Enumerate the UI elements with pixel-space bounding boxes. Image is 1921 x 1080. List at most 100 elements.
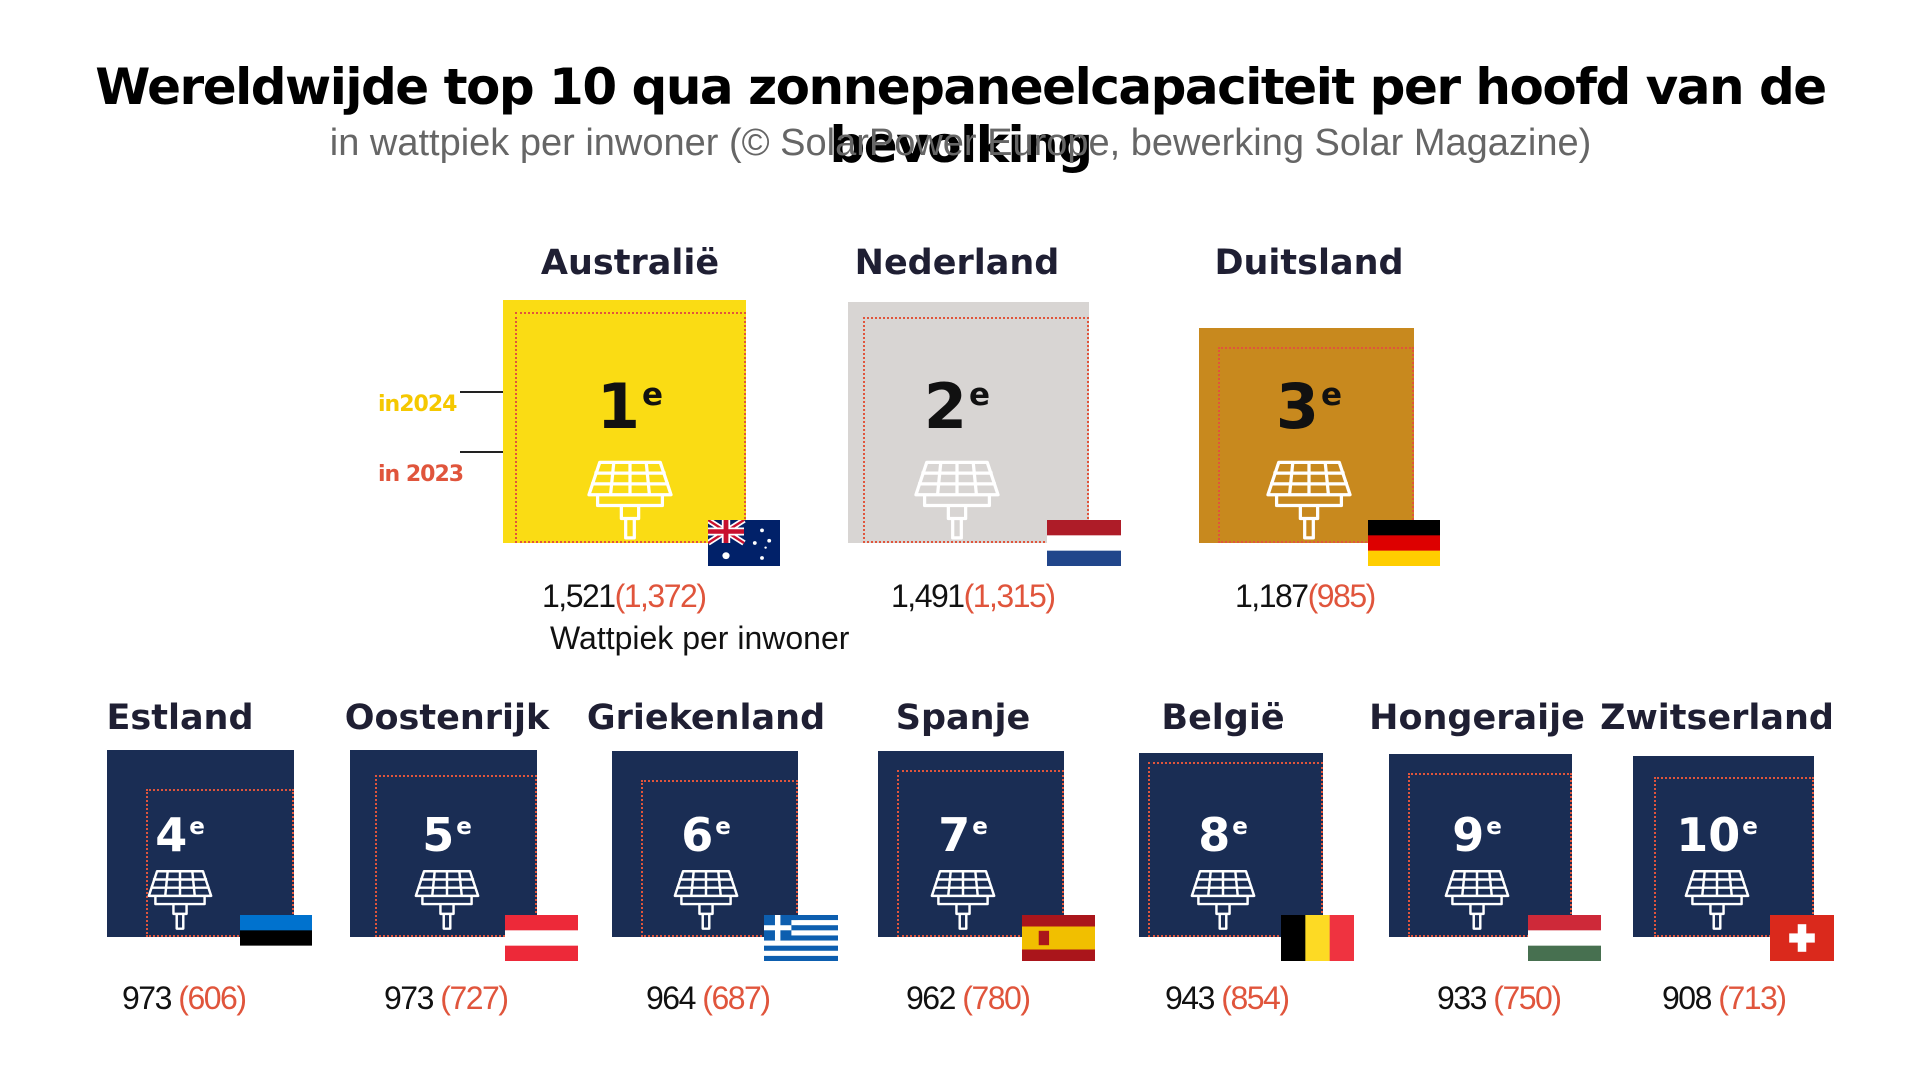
value-2023: (727)	[432, 980, 509, 1016]
greece-flag	[764, 915, 838, 961]
country-name-nederland: Nederland	[854, 243, 1060, 283]
capacity-2023-square	[863, 317, 1089, 543]
solar-panel-icon	[673, 870, 739, 930]
rank-number: 5	[422, 808, 455, 862]
legend-2023-leader	[460, 451, 530, 453]
rank-label: 4e	[155, 808, 205, 862]
value-2024: 908	[1662, 980, 1712, 1016]
country-name-spanje: Spanje	[895, 698, 1031, 738]
legend-2023: in 2023	[378, 462, 464, 487]
value-label: 964 (687)	[646, 980, 771, 1017]
unit-note: Wattpiek per inwoner	[550, 620, 850, 656]
rank-suffix: e	[1232, 813, 1248, 840]
solar-panel-icon	[1684, 870, 1750, 930]
capacity-2024-square	[350, 750, 537, 937]
value-label: 1,491(1,315)	[891, 578, 1056, 615]
value-2024: 1,491	[891, 578, 965, 614]
solar-panel	[139, 868, 221, 937]
solar-panel-icon	[147, 870, 213, 930]
rank-label: 7e	[938, 808, 988, 862]
rank-suffix: e	[1321, 376, 1343, 413]
capacity-2023-square	[641, 780, 798, 937]
value-label: 933 (750)	[1437, 980, 1562, 1017]
solar-panel	[903, 458, 1011, 547]
capacity-2023-square	[1654, 777, 1814, 937]
solar-panel	[922, 868, 1004, 937]
rank-label: 5e	[422, 808, 472, 862]
rank-label: 1e	[597, 370, 663, 443]
value-label: 908 (713)	[1662, 980, 1787, 1017]
value-2024: 933	[1437, 980, 1487, 1016]
value-2024: 973	[384, 980, 434, 1016]
capacity-2023-square	[1218, 347, 1414, 543]
value-2023: (854)	[1213, 980, 1290, 1016]
value-2023: (1,372)	[614, 578, 707, 614]
rank-suffix: e	[1742, 813, 1758, 840]
rank-suffix: e	[642, 376, 664, 413]
solar-panel	[576, 458, 684, 547]
rank-number: 4	[155, 808, 188, 862]
country-name-duitsland: Duitsland	[1214, 243, 1404, 283]
estonia-flag	[240, 915, 312, 961]
rank-suffix: e	[189, 813, 205, 840]
rank-number: 1	[596, 370, 641, 443]
rank-number: 8	[1198, 808, 1231, 862]
rank-suffix: e	[715, 813, 731, 840]
rank-number: 2	[923, 370, 968, 443]
value-2024: 943	[1165, 980, 1215, 1016]
country-name-oostenrijk: Oostenrijk	[344, 698, 550, 738]
value-label: 1,521(1,372)	[542, 578, 707, 615]
rank-label: 10e	[1676, 808, 1758, 862]
rank-label: 3e	[1276, 370, 1342, 443]
flag-wrap	[240, 915, 312, 961]
netherlands-flag	[1047, 520, 1121, 566]
capacity-2024-square	[1389, 754, 1572, 937]
capacity-2024-square	[1199, 328, 1414, 543]
value-2024: 964	[646, 980, 696, 1016]
country-name-hongeraije: Hongeraije	[1369, 698, 1585, 738]
flag-wrap	[1528, 915, 1601, 961]
rank-number: 3	[1275, 370, 1320, 443]
solar-panel-icon	[414, 870, 480, 930]
solar-panel	[665, 868, 747, 937]
chart-title: Wereldwijde top 10 qua zonnepaneelcapaci…	[95, 58, 1827, 174]
solar-panel-icon	[1266, 460, 1352, 540]
capacity-2023-square	[375, 775, 537, 937]
value-label: 973 (727)	[384, 980, 509, 1017]
capacity-2023-square	[515, 312, 746, 543]
value-2024: 1,187	[1235, 578, 1309, 614]
capacity-2024-square	[612, 751, 798, 937]
value-2024: 962	[906, 980, 956, 1016]
country-name-belgie: België	[1161, 698, 1285, 738]
solar-panel-icon	[1190, 870, 1256, 930]
rank-suffix: e	[456, 813, 472, 840]
flag-wrap	[1047, 520, 1121, 566]
capacity-2023-square	[1408, 773, 1572, 937]
germany-flag	[1368, 520, 1440, 566]
value-label: 943 (854)	[1165, 980, 1290, 1017]
solar-panel	[1255, 458, 1363, 547]
value-label: 962 (780)	[906, 980, 1031, 1017]
solar-panel	[1676, 868, 1758, 937]
switzerland-flag	[1770, 915, 1834, 961]
value-2023: (687)	[694, 980, 771, 1016]
solar-panel-icon	[914, 460, 1000, 540]
capacity-2023-square	[1148, 762, 1323, 937]
rank-label: 6e	[681, 808, 731, 862]
value-2024: 973	[122, 980, 172, 1016]
rank-number: 6	[681, 808, 714, 862]
flag-wrap	[1368, 520, 1440, 566]
value-2023: (985)	[1307, 578, 1377, 614]
capacity-2023-square	[897, 770, 1064, 937]
rank-number: 7	[938, 808, 971, 862]
capacity-2023-square	[146, 789, 294, 937]
country-name-griekenland: Griekenland	[586, 698, 826, 738]
rank-label: 9e	[1452, 808, 1502, 862]
flag-wrap	[1281, 915, 1354, 961]
rank-suffix: e	[969, 376, 991, 413]
country-name-zwitserland: Zwitserland	[1600, 698, 1834, 738]
australia-flag	[708, 520, 780, 566]
solar-panel	[1436, 868, 1518, 937]
country-name-australie: Australië	[540, 243, 720, 283]
belgium-flag	[1281, 915, 1354, 961]
